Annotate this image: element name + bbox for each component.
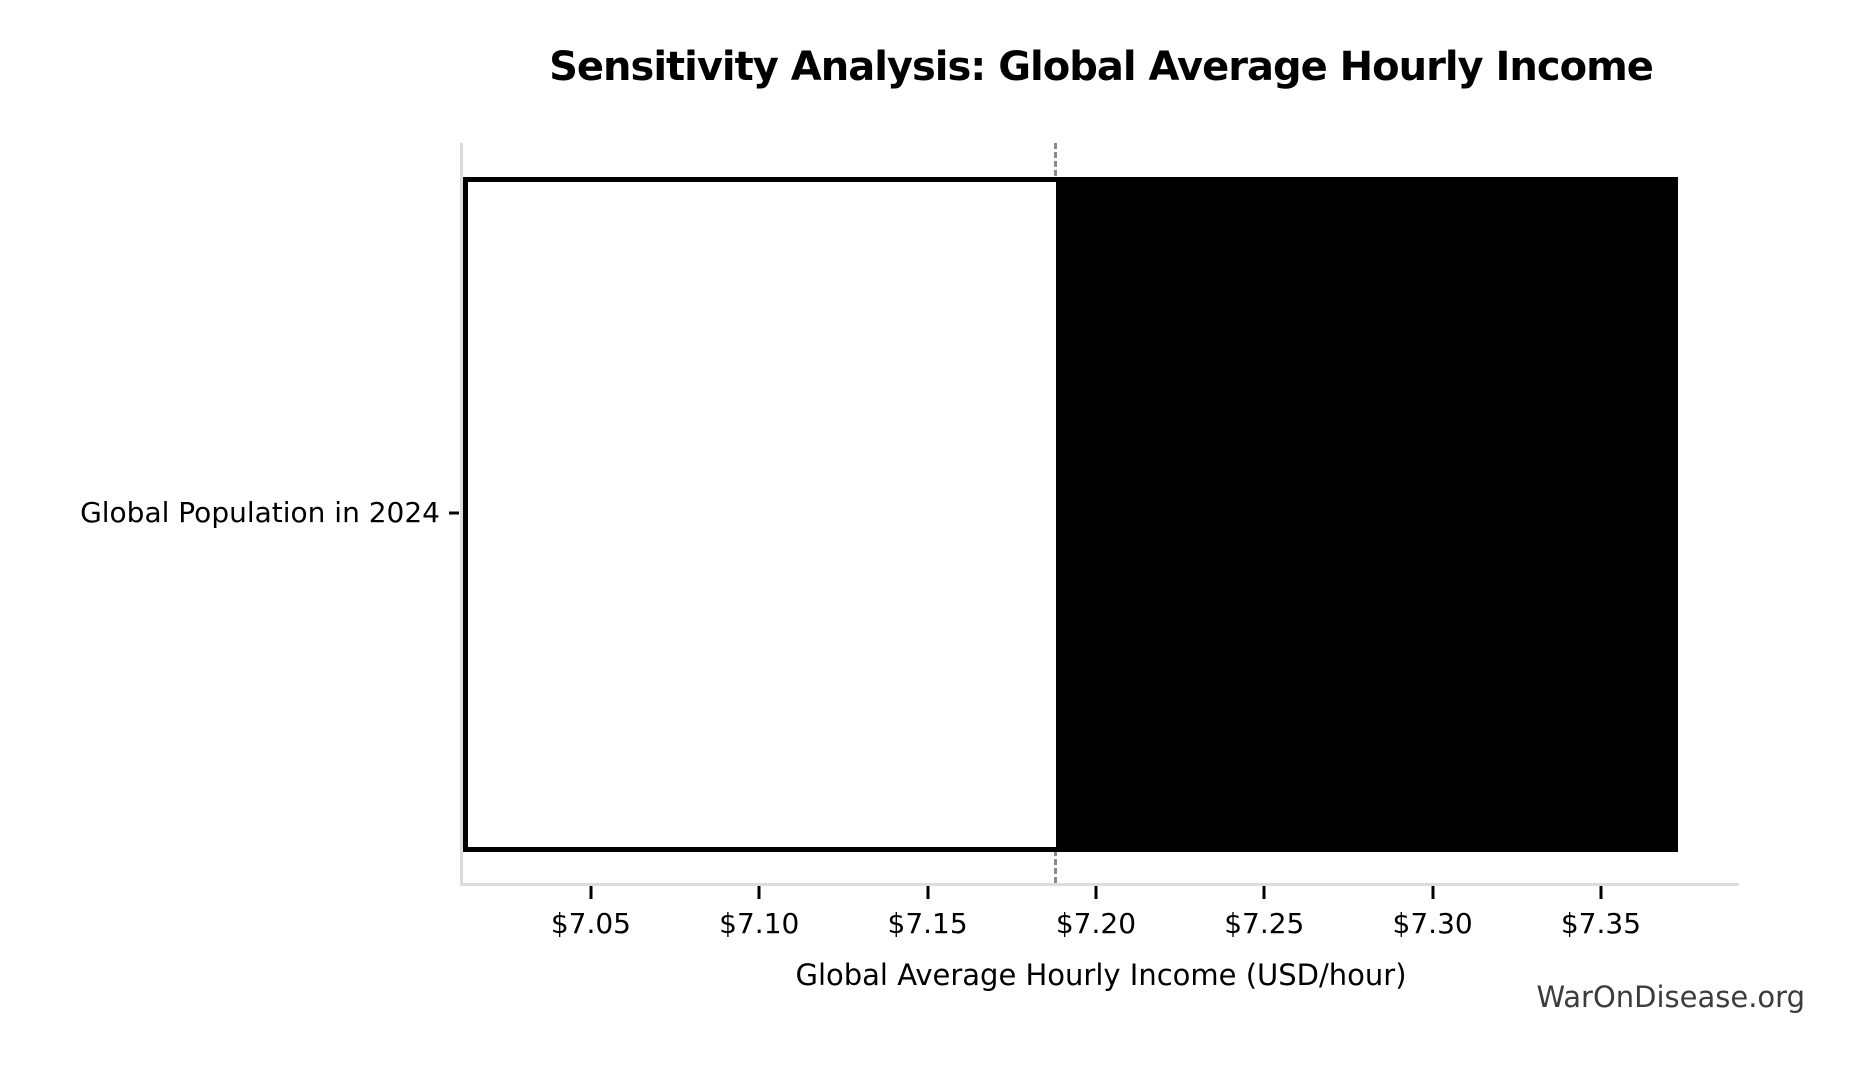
x-tick-label: $7.35 bbox=[1560, 907, 1642, 940]
x-tick-label: $7.05 bbox=[550, 907, 632, 940]
x-tick-label: $7.10 bbox=[719, 907, 800, 940]
x-tick-mark bbox=[589, 886, 593, 899]
x-tick-label: $7.30 bbox=[1392, 907, 1473, 940]
x-axis-label: Global Average Hourly Income (USD/hour) bbox=[795, 958, 1407, 992]
watermark: WarOnDisease.org bbox=[1536, 980, 1805, 1014]
plot-area: $7.05 $7.10 $7.15 $7.20 $7.25 $7.30 $7.35 bbox=[449, 143, 1739, 940]
y-axis-spine bbox=[460, 143, 463, 886]
x-tick-mark bbox=[1262, 886, 1266, 899]
x-tick-label: $7.15 bbox=[887, 907, 968, 940]
x-tick-mark bbox=[1094, 886, 1098, 899]
chart-title: Sensitivity Analysis: Global Average Hou… bbox=[549, 44, 1654, 90]
x-tick-label: $7.20 bbox=[1055, 907, 1137, 940]
x-tick-mark bbox=[926, 886, 930, 899]
bar-high-segment bbox=[1055, 177, 1679, 852]
x-tick-mark bbox=[757, 886, 761, 899]
y-tick-label: Global Population in 2024 bbox=[80, 496, 440, 529]
x-axis-spine bbox=[460, 883, 1739, 886]
x-tick-mark bbox=[1431, 886, 1435, 899]
x-tick-mark bbox=[1599, 886, 1603, 899]
x-tick-label: $7.25 bbox=[1224, 907, 1305, 940]
y-tick-mark bbox=[449, 511, 459, 515]
